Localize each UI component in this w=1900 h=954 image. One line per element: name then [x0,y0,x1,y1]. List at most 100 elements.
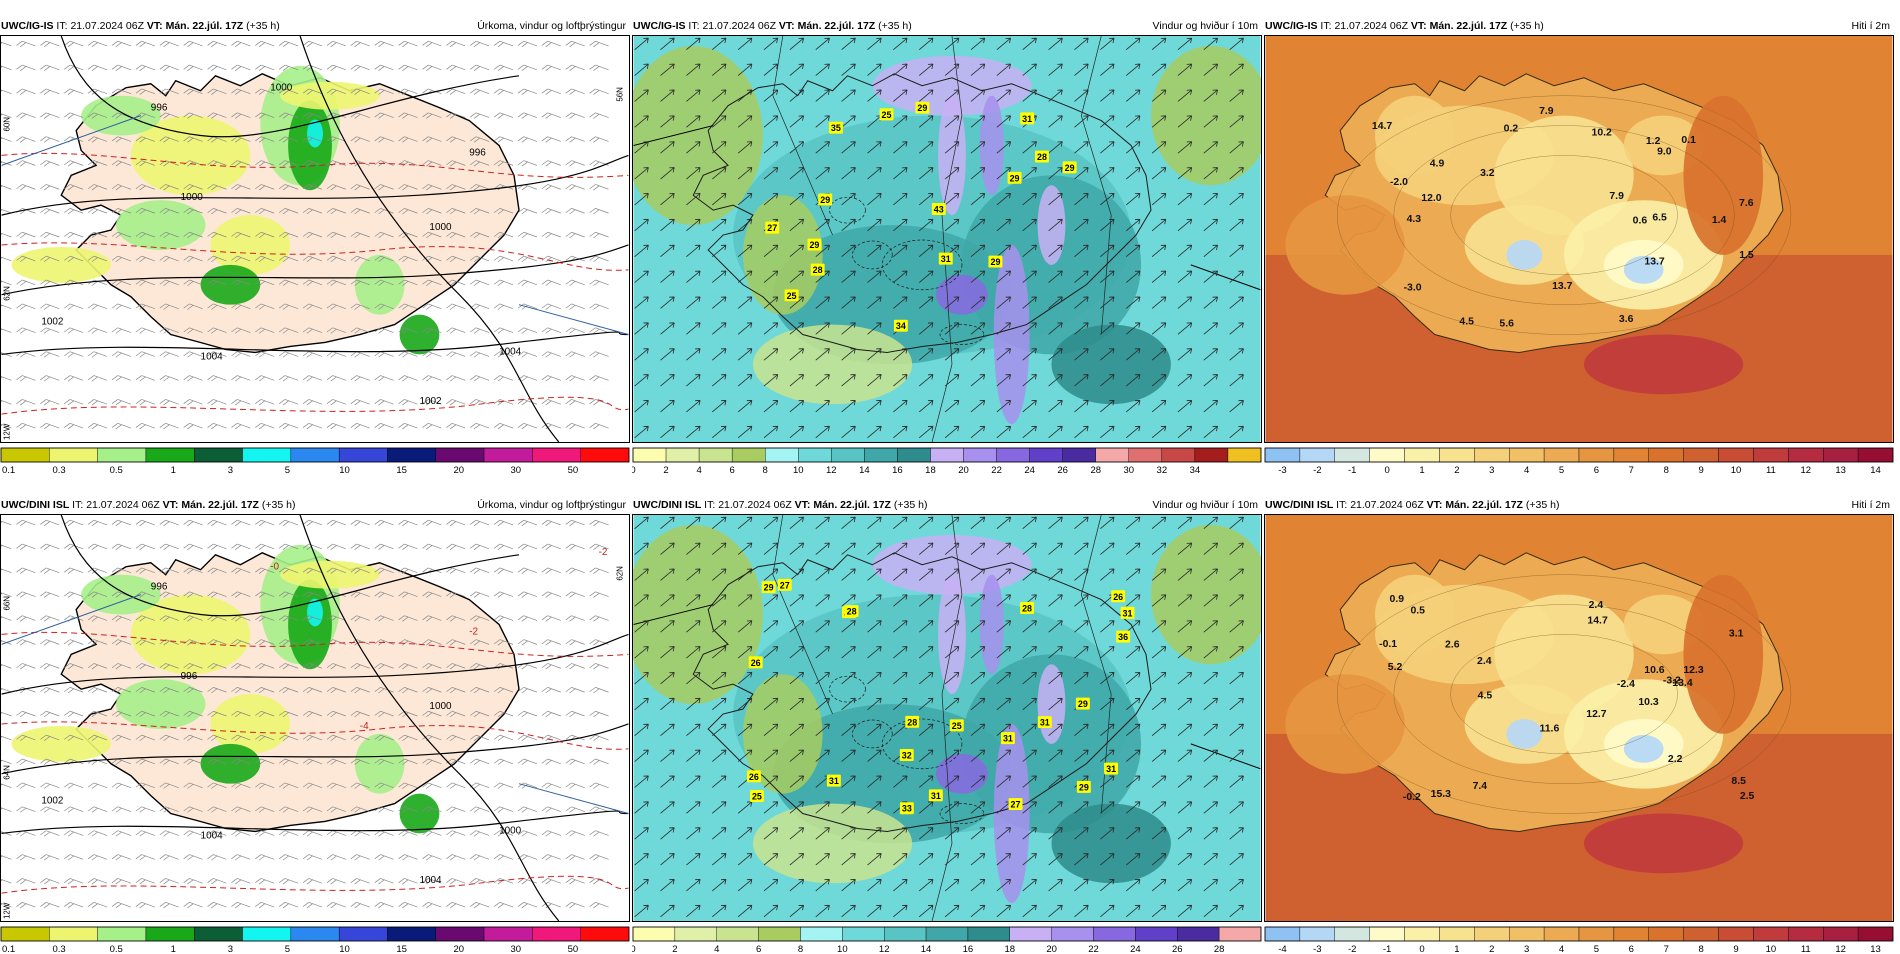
valid-time: Mán. 22.júl. 17Z [1445,499,1523,511]
colorbar-swatch [1051,926,1094,942]
map-frame: 25 31 35 28 31 29 29 28 29 29 27 29 29 43 34 25 [632,35,1262,443]
run-info: UWC/DINI ISL IT: 21.07.2024 06Z VT: Mán.… [633,496,927,514]
colorbar-swatch [145,926,195,942]
panel-title: UWC/DINI ISL IT: 21.07.2024 06Z VT: Mán.… [632,496,1262,514]
colorbar-tick-label: 0.5 [110,944,123,954]
colorbar-tick-label: 32 [1157,465,1168,475]
init-time-label: IT: [1336,499,1348,511]
temperature-label: 5.2 [1388,662,1403,673]
colorbar-tick-label: -1 [1348,465,1356,475]
colorbar-swatch [1753,926,1789,942]
colorbar-swatch [1753,447,1789,463]
temperature-label: 4.9 [1430,159,1445,170]
temperature-label: 10.3 [1638,697,1659,708]
colorbar-swatch [483,926,533,942]
colorbar-tick-label: 18 [925,465,936,475]
init-time-label: IT: [72,499,84,511]
map-canvas: 996 1000 1000 1002 1004 1004 1002 996 1000 60N 62N… [1,36,629,442]
colorbar-tick-label: 1 [1419,465,1424,475]
colorbar-tick-label: 14 [1870,465,1881,475]
init-time: 21.07.2024 06Z [1334,20,1408,32]
colorbar-tick-label: 3 [1489,465,1494,475]
colorbar-tick-label: 0 [1384,465,1389,475]
svg-text:31: 31 [1040,718,1050,728]
colorbar-tick-label: 12 [1835,944,1846,954]
init-time-label: IT: [56,20,68,32]
panel-dini-precip: UWC/DINI ISL IT: 21.07.2024 06Z VT: Mán.… [0,496,630,954]
colorbar-tick-label: 8 [763,465,768,475]
colorbar-tick-label: 9 [1698,465,1703,475]
temperature-label: 13.4 [1672,678,1693,689]
colorbar-tick-label: 50 [568,944,579,954]
map-frame: 2525293131312929262631282831322629283331… [632,514,1262,922]
svg-text:35: 35 [831,123,841,133]
temperature-label: 12.7 [1586,709,1607,720]
model-name: UWC/DINI ISL [1,499,70,511]
map-frame: 0.9 3.1 2.6 2.4 11.6 8.5 10.6 2.5 0.5 10.3 13.4 5.2… [1264,514,1894,922]
colorbar-tick-label: 8 [1664,465,1669,475]
temperature-label: 2.5 [1740,791,1755,802]
temperature-label: 11.6 [1540,723,1560,734]
colorbar-tick-label: 18 [1005,944,1016,954]
colorbar-swatch [1334,926,1370,942]
gust-label: 25 [879,108,894,121]
product-name: Vindur og hviður í 10m [1152,499,1258,511]
gust-label: 28 [1035,150,1049,163]
colorbar-swatch [1718,926,1754,942]
panel-title: UWC/IG-IS IT: 21.07.2024 06Z VT: Mán. 22… [632,17,1262,35]
lead-time: (+35 h) [246,20,280,32]
map-frame: 1.2 7.9 9.0 4.9 6.5 12.0 13.7 0.6 3.6 14.7 7.9 10.2… [1264,35,1894,443]
run-info: UWC/DINI ISL IT: 21.07.2024 06Z VT: Mán.… [1,496,295,514]
colorbar-swatch [387,926,436,942]
isobar-label: 1002 [419,396,442,407]
colorbar-swatch [1128,447,1163,463]
grid-edge-label: 12W [3,423,12,440]
temperature-label: -2.0 [1390,177,1408,188]
gust-label: 29 [761,581,776,594]
temperature-label: 15.3 [1431,789,1452,800]
map-frame: 996 996 1000 1002 1004 1000 1004 -2 -0 -4 -2 66N 64N… [0,514,630,922]
isobar-label: 996 [469,147,486,158]
colorbar-swatch [1264,926,1301,942]
product-name: Hiti í 2m [1851,20,1890,32]
temperature-label: 1.5 [1739,250,1754,261]
run-info: UWC/IG-IS IT: 21.07.2024 06Z VT: Mán. 22… [1,17,280,35]
temperature-label: 6.5 [1652,213,1667,224]
product-name: Hiti í 2m [1851,499,1890,511]
colorbar-container: 0 2 4 6 8 10 12 14 16 18 20 22 24 26 28 30 32 34 [632,447,1262,475]
colorbar-swatch [483,447,533,463]
colorbar-swatch [996,447,1030,463]
colorbar-tick-label: 6 [1629,944,1634,954]
isobar-label: 1000 [270,83,293,94]
colorbar-tick-label: 2 [663,465,668,475]
colorbar-swatch [1439,926,1475,942]
temperature-label: 3.1 [1729,628,1744,639]
colorbar-swatch [194,447,243,463]
colorbar-tick-label: 5 [285,944,290,954]
colorbar-swatch [1578,926,1615,942]
colorbar: -4-3-2-1012345678910111213141516 [1264,926,1894,954]
colorbar-tick-label: 10 [339,944,350,954]
isobar-label: 1004 [201,351,224,362]
gust-label: 31 [1000,732,1015,745]
svg-text:25: 25 [752,791,762,801]
svg-text:29: 29 [990,257,1000,267]
colorbar-swatch [1823,926,1859,942]
colorbar-container: 0 2 4 6 8 10 12 14 16 18 20 22 24 26 28 [632,926,1262,954]
colorbar-swatch [1218,926,1262,942]
temperature-label: 10.6 [1644,665,1665,676]
gust-label: 31 [928,789,943,802]
svg-text:25: 25 [787,291,797,301]
colorbar-tick-label: 10 [339,465,350,475]
colorbar-tick-label: 6 [756,944,761,954]
colorbar-tick-label: 20 [958,465,969,475]
colorbar: 0 2 4 6 8 10 12 14 16 18 20 22 24 26 28 30 32 34 [632,447,1262,475]
colorbar-tick-label: 22 [991,465,1002,475]
colorbar-swatch [925,926,969,942]
colorbar-swatch [758,926,801,942]
valid-time: Mán. 22.júl. 17Z [165,20,244,32]
colorbar-tick-label: 2 [1454,465,1459,475]
svg-text:25: 25 [882,110,892,120]
colorbar-swatch [1227,447,1262,463]
svg-text:34: 34 [896,321,906,331]
